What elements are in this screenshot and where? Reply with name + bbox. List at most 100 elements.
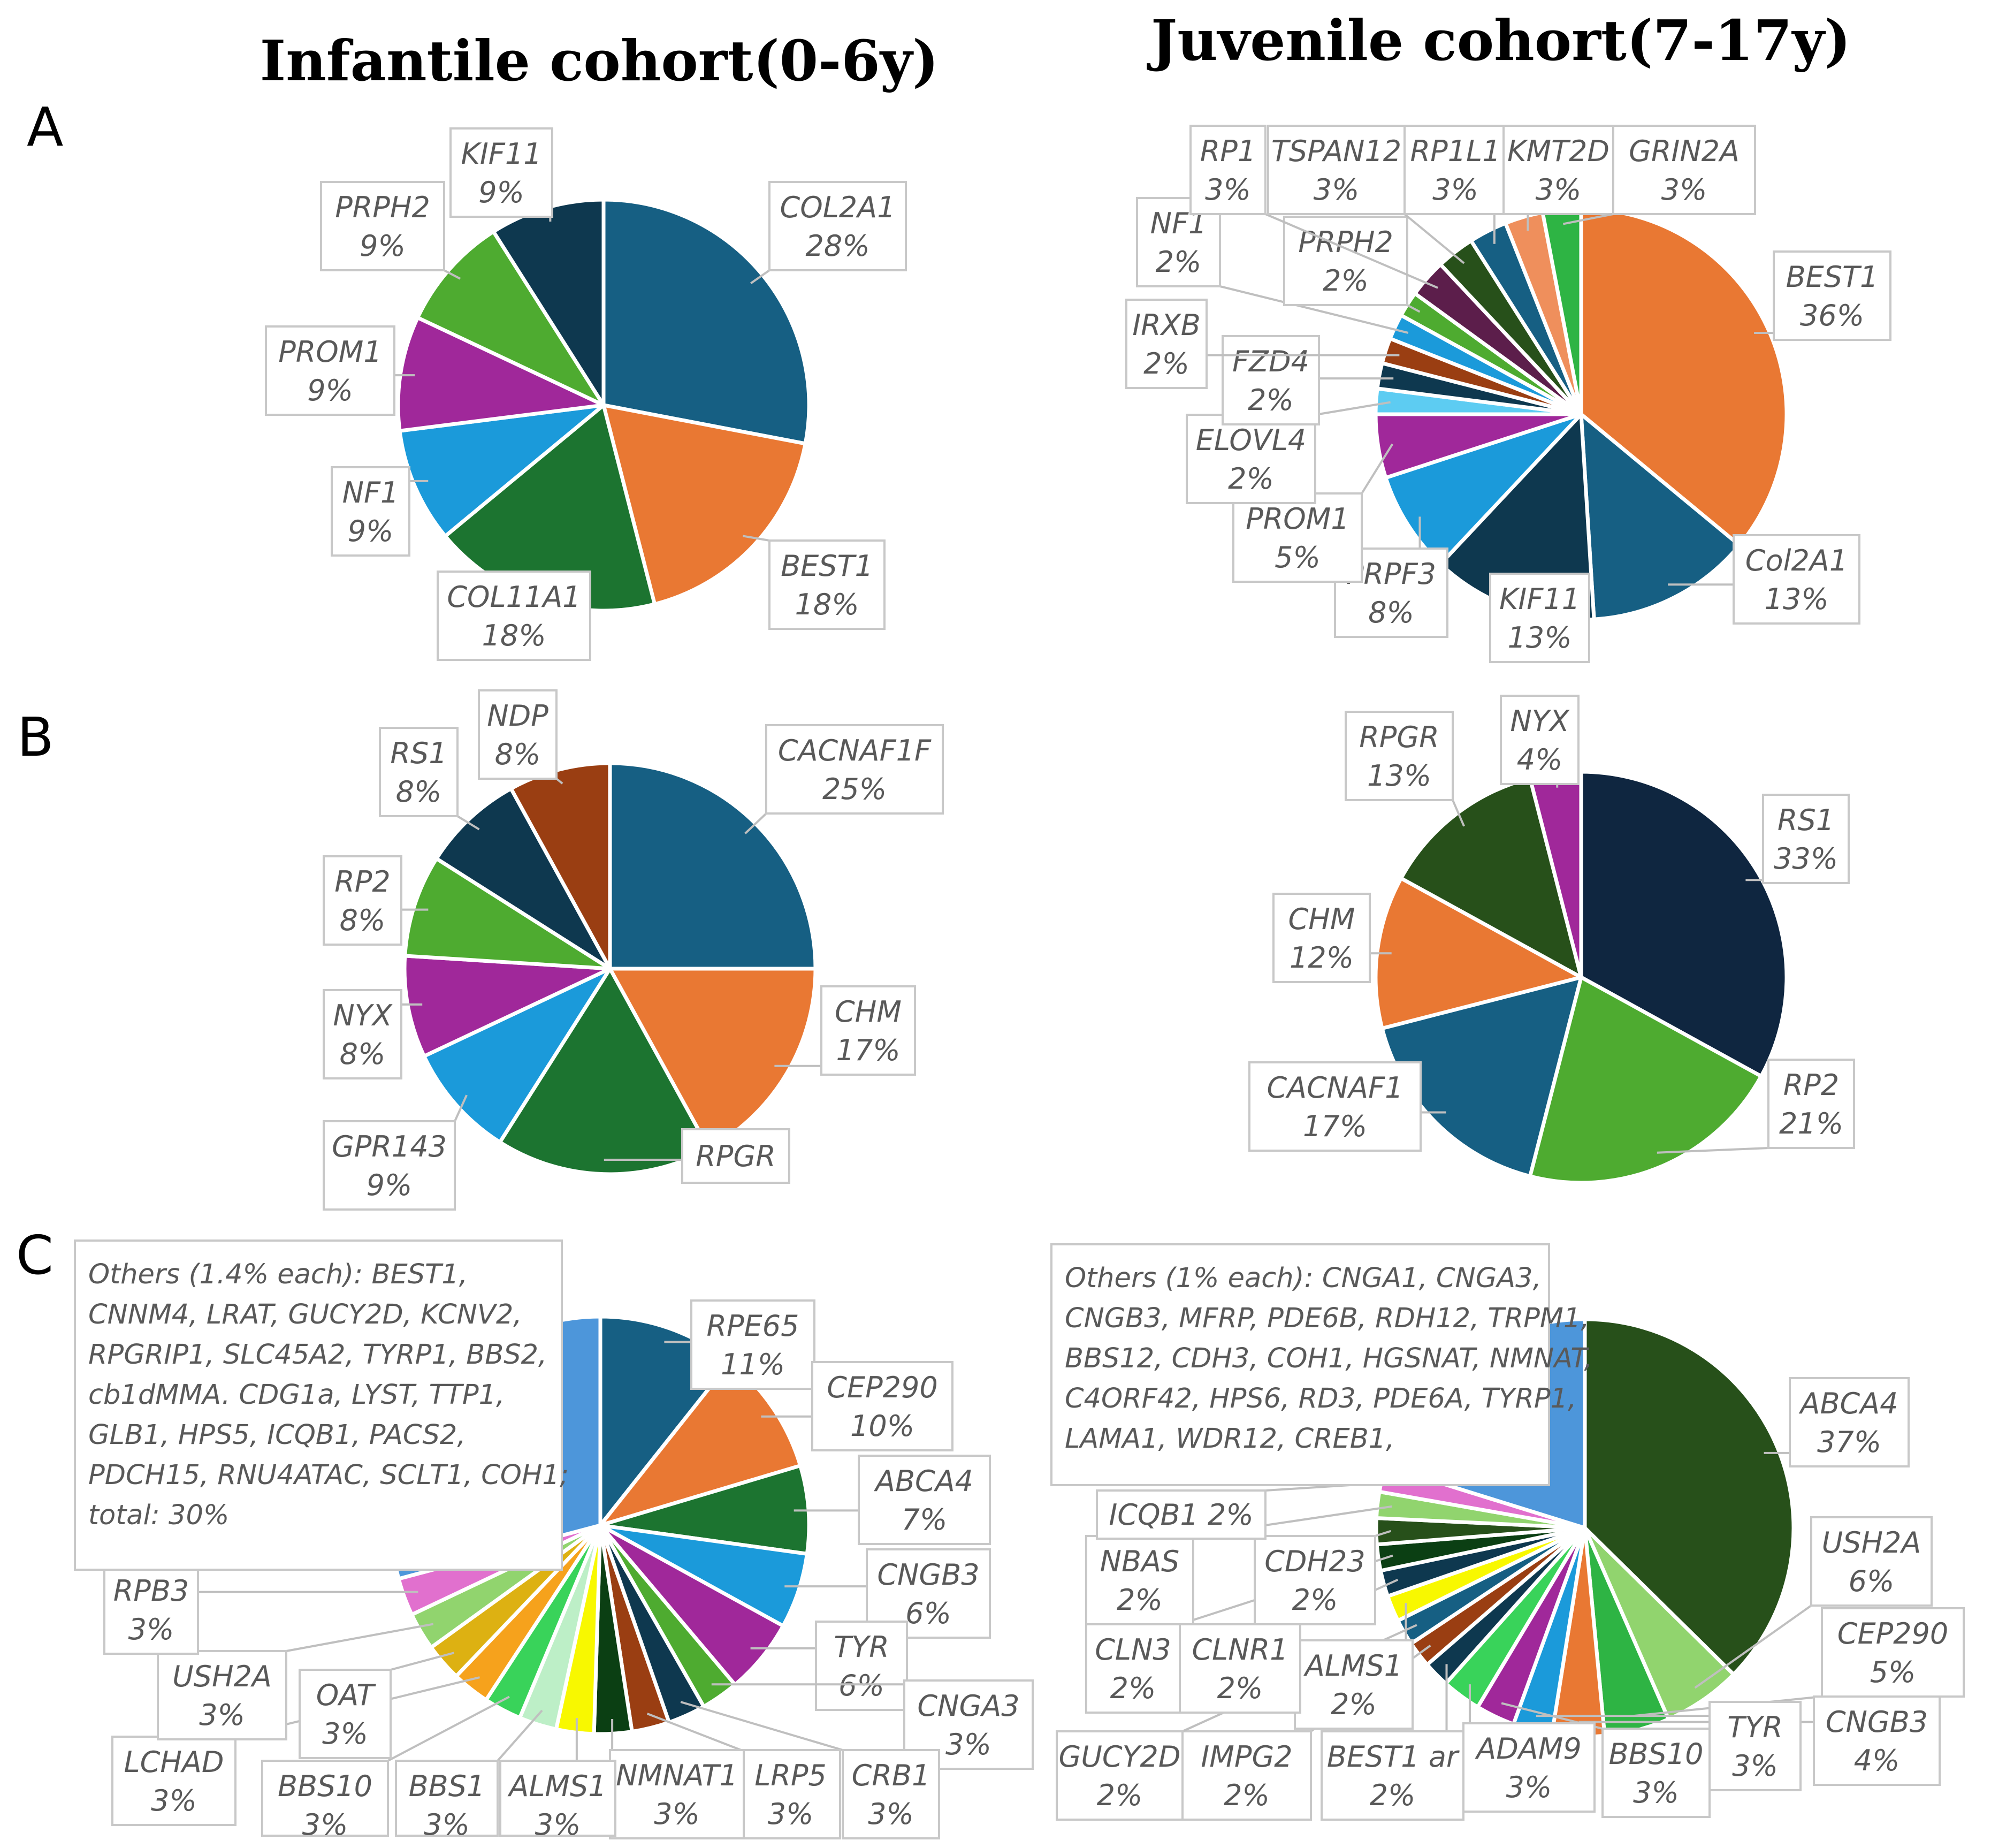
data-label-fzd4: FZD4 bbox=[1232, 345, 1309, 378]
data-label-box bbox=[261, 1760, 389, 1837]
data-label-clnr1: CLNR1 bbox=[1192, 1633, 1288, 1667]
data-value-cnga3: 3% bbox=[945, 1728, 991, 1761]
panel-letter-b: B bbox=[17, 706, 54, 769]
pie-slice-col2a1 bbox=[1579, 412, 1742, 621]
juvenile-title: Juvenile cohort(7-17y) bbox=[1147, 7, 1851, 73]
data-label-col2a1: Col2A1 bbox=[1745, 544, 1848, 577]
data-label-bbs10: BBS10 bbox=[1608, 1737, 1703, 1771]
data-label-box bbox=[1403, 125, 1507, 215]
pie-slice-chm bbox=[1374, 876, 1583, 1030]
data-label-crb1: CRB1 bbox=[852, 1759, 930, 1792]
data-label-box bbox=[1189, 125, 1267, 215]
data-value-nf1: 2% bbox=[1156, 245, 1202, 279]
data-label-chm: CHM bbox=[835, 995, 902, 1029]
data-value-bbs10: 3% bbox=[302, 1808, 348, 1842]
data-label-adam9: ADAM9 bbox=[1475, 1732, 1581, 1766]
data-label-box bbox=[609, 1749, 745, 1839]
data-label-tspan12: TSPAN12 bbox=[1271, 134, 1401, 168]
data-value-kmt2d: 3% bbox=[1536, 173, 1582, 207]
data-label-box bbox=[1096, 1489, 1267, 1540]
data-value-prph2: 9% bbox=[360, 229, 406, 263]
leader-line bbox=[456, 815, 480, 831]
data-label-box bbox=[1232, 492, 1363, 583]
data-label-prph2: PRPH2 bbox=[335, 191, 430, 224]
data-value-cacnaf1f: 25% bbox=[822, 772, 887, 806]
data-label-box bbox=[1254, 1535, 1376, 1625]
data-label-cngb3: CNGB3 bbox=[877, 1558, 979, 1592]
leader-line bbox=[646, 1713, 742, 1751]
data-label-box bbox=[820, 985, 916, 1076]
data-label-icqb1: ICQB1 2% bbox=[1109, 1498, 1253, 1532]
pie-slice-col2a1 bbox=[601, 197, 811, 446]
data-value-bbs10: 3% bbox=[1633, 1776, 1679, 1809]
data-label-box bbox=[1085, 1623, 1181, 1714]
data-value-prpf3: 8% bbox=[1368, 596, 1414, 629]
data-label-box bbox=[1186, 414, 1316, 504]
data-value-ush2a: 3% bbox=[199, 1698, 245, 1732]
data-label-box bbox=[111, 1736, 237, 1826]
pie-slice-gpr143 bbox=[422, 967, 612, 1144]
leader-line bbox=[744, 812, 767, 834]
others-note-box bbox=[74, 1239, 563, 1571]
data-label-cnga3: CNGA3 bbox=[917, 1689, 1019, 1723]
data-label-box bbox=[1601, 1728, 1711, 1818]
data-label-box bbox=[1294, 1639, 1414, 1730]
leader-line bbox=[1563, 213, 1614, 225]
data-label-prom1: PROM1 bbox=[278, 335, 382, 369]
leader-line bbox=[1361, 443, 1393, 495]
pie-chart-c-infantile: RPE65 11% CEP290 10% ABCA4 7% CNGB3 6% TYR 6% CNGA… bbox=[74, 1239, 1034, 1842]
data-label-rpgr: RPGR bbox=[1359, 720, 1439, 754]
data-label-box bbox=[1502, 125, 1614, 215]
data-value-abca4: 37% bbox=[1817, 1425, 1881, 1459]
data-label-rpe65: RPE65 bbox=[707, 1309, 799, 1343]
data-label-rs1: RS1 bbox=[1778, 803, 1834, 837]
pie-slice-rp2 bbox=[403, 856, 612, 971]
data-label-box bbox=[1272, 893, 1371, 983]
data-label-box bbox=[379, 727, 459, 817]
data-label-grin2a: GRIN2A bbox=[1629, 134, 1740, 168]
data-label-box bbox=[103, 1564, 199, 1655]
data-label-gpr143: GPR143 bbox=[332, 1130, 447, 1163]
data-value-prom1: 5% bbox=[1275, 541, 1321, 574]
data-label-ush2a: USH2A bbox=[1822, 1526, 1921, 1560]
data-label-bbs1: BBS1 bbox=[409, 1769, 485, 1803]
pie-slice-rs1 bbox=[1579, 770, 1789, 1078]
data-value-ndp: 8% bbox=[495, 737, 541, 771]
leader-line bbox=[1375, 1530, 1391, 1537]
data-label-rp2: RP2 bbox=[334, 865, 390, 899]
data-label-kif11: KIF11 bbox=[1499, 582, 1580, 616]
data-label-abca4: ABCA4 bbox=[874, 1464, 973, 1498]
data-label-box bbox=[842, 1749, 940, 1839]
pie-chart-a-juvenile: BEST136%Col2A113%KIF1113%PRPF38%PROM15%E… bbox=[1125, 125, 1891, 663]
data-label-box bbox=[1612, 125, 1756, 215]
pie-chart-b-infantile: CACNAF1F 25% CHM 17% RPGR GPR143 9% NYX 8% RP2 8% R… bbox=[323, 689, 944, 1211]
data-label-tyr: TYR bbox=[1727, 1710, 1783, 1744]
data-label-impg2: IMPG2 bbox=[1201, 1740, 1292, 1774]
infantile-title: Infantile cohort(0-6y) bbox=[260, 28, 939, 94]
data-value-rpe65: 11% bbox=[721, 1348, 785, 1381]
pie-chart-b-juvenile: RS1 33% RP2 21% CACNAF1 17% CHM 12% RPGR 13% NYX 4% bbox=[1248, 695, 1855, 1185]
data-value-adam9: 3% bbox=[1506, 1770, 1552, 1804]
data-label-cep290: CEP290 bbox=[827, 1371, 937, 1404]
data-label-box bbox=[1821, 1607, 1965, 1698]
pie-slice-nyx bbox=[402, 954, 612, 1058]
data-value-cngb3: 4% bbox=[1854, 1744, 1900, 1777]
data-label-alms1: ALMS1 bbox=[1303, 1649, 1402, 1683]
data-label-bbs10: BBS10 bbox=[278, 1769, 372, 1803]
data-label-rp1l1: RP1L1 bbox=[1410, 134, 1501, 168]
data-value-alms1: 3% bbox=[535, 1808, 581, 1842]
data-label-box bbox=[1767, 1059, 1855, 1149]
data-label-best1: BEST1 bbox=[1786, 260, 1879, 294]
data-label-elovl4: ELOVL4 bbox=[1196, 423, 1306, 457]
pie-slice-abca4 bbox=[1583, 1317, 1796, 1677]
data-value-nmnat1: 3% bbox=[654, 1797, 700, 1831]
pie-slice-nf1 bbox=[398, 403, 606, 538]
data-value-cngb3: 6% bbox=[905, 1596, 951, 1630]
data-label-kif11: KIF11 bbox=[461, 137, 541, 171]
data-value-impg2: 2% bbox=[1224, 1778, 1270, 1812]
charts-layer: COL2A1 28% BEST1 18% COL11A1 18% NF1 9% PROM1 9% P… bbox=[74, 125, 1965, 1842]
data-label-box bbox=[320, 181, 445, 271]
data-label-box bbox=[331, 466, 410, 557]
data-value-cdh23: 2% bbox=[1292, 1583, 1338, 1617]
